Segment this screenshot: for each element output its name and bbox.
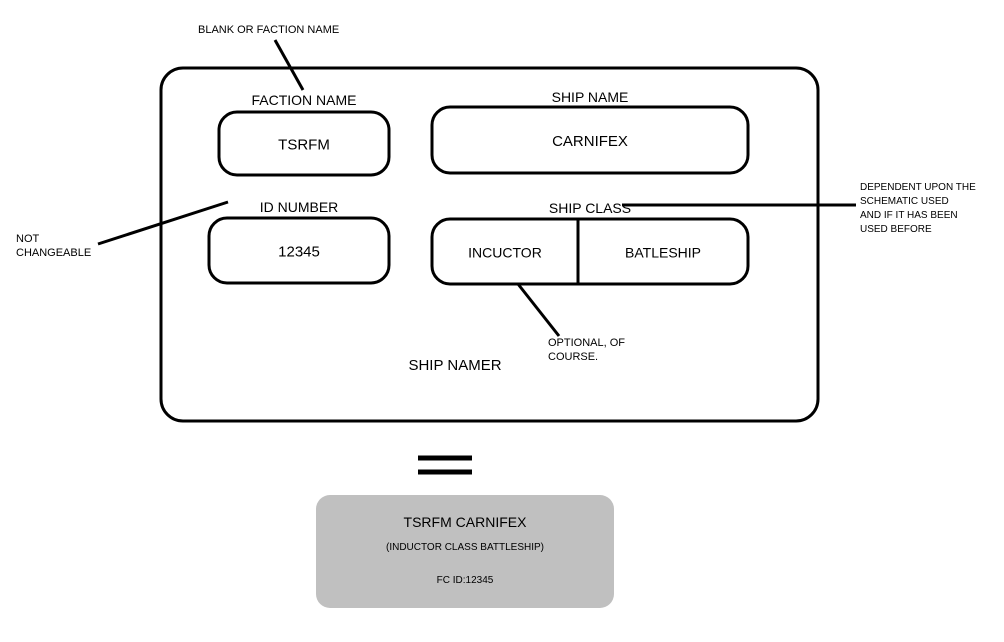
panel-title: SHIP NAMER [408,357,501,374]
result-title: TSRFM CARNIFEX [404,514,528,530]
annotation-line [275,40,303,90]
annotation-class: DEPENDENT UPON THESCHEMATIC USEDAND IF I… [860,182,976,235]
faction-header: FACTION NAME [251,92,356,108]
shipclass-header: SHIP CLASS [549,200,631,216]
annotation-optional: OPTIONAL, OFCOURSE. [548,337,625,363]
shipclass-left-value: INCUCTOR [468,245,542,261]
shipname-value: CARNIFEX [552,133,628,150]
annotation-line [518,284,559,336]
faction-value: TSRFM [278,137,330,154]
diagram-canvas: SHIP NAMER FACTION NAME TSRFM SHIP NAME … [0,0,1004,642]
annotation-faction: BLANK OR FACTION NAME [198,24,339,36]
shipclass-right-value: BATLESHIP [625,245,701,261]
id-value: 12345 [278,244,320,261]
id-header: ID NUMBER [260,199,339,215]
result-idline: FC ID:12345 [437,575,494,586]
shipname-header: SHIP NAME [552,89,629,105]
result-subtitle: (INDUCTOR CLASS BATTLESHIP) [386,542,544,553]
annotation-id: NOTCHANGEABLE [16,233,91,259]
